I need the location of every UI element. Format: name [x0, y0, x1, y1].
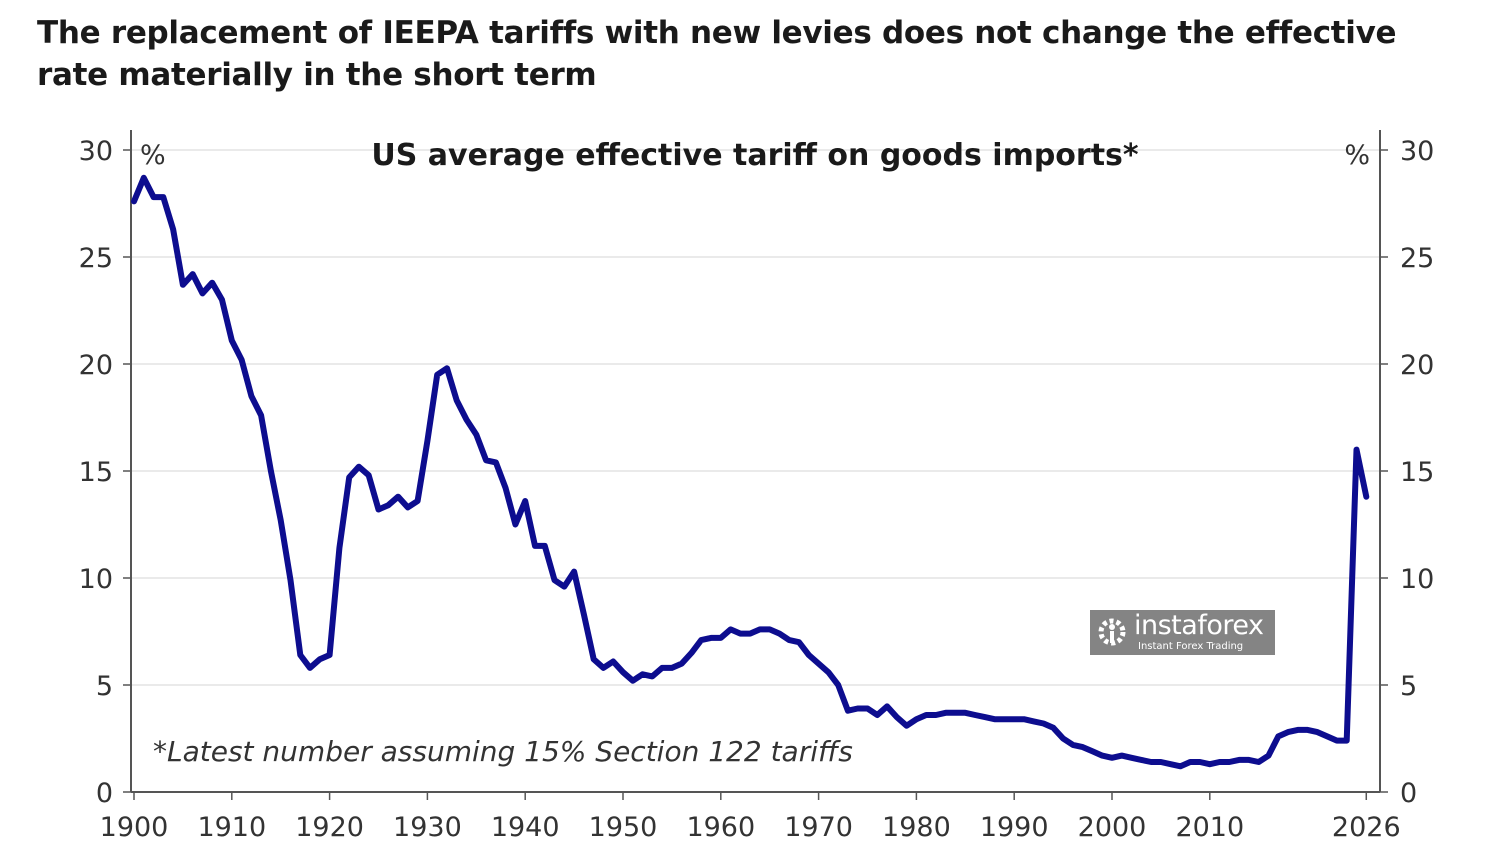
tick-labels: 0 0 5 5 10 10 15 15 20 20 25 25 30 30 1900 1910 1920 1930… [79, 136, 1435, 843]
chart-headline: The replacement of IEEPA tariffs with ne… [37, 15, 1397, 93]
left-y-tick-label: 20 [79, 350, 113, 381]
watermark-brand: instaforex [1134, 610, 1264, 641]
right-y-tick-label: 20 [1400, 350, 1434, 381]
x-tick-label: 2026 [1332, 812, 1401, 843]
left-y-tick-label: 5 [96, 671, 113, 702]
x-tick-label: 1980 [882, 812, 951, 843]
x-tick-label: 2010 [1175, 812, 1244, 843]
gear-logo-icon [1098, 618, 1126, 646]
x-tick-label: 1930 [393, 812, 462, 843]
x-tick-label: 1990 [980, 812, 1049, 843]
x-tick-label: 1950 [589, 812, 658, 843]
right-y-tick-label: 5 [1400, 671, 1417, 702]
axes [123, 130, 1388, 800]
x-tick-label: 1940 [491, 812, 560, 843]
watermark: instaforex Instant Forex Trading [1090, 610, 1275, 655]
left-y-tick-label: 15 [79, 457, 113, 488]
right-y-tick-label: 25 [1400, 243, 1434, 274]
watermark-tagline: Instant Forex Trading [1138, 641, 1244, 652]
right-y-tick-label: 30 [1400, 136, 1434, 167]
x-tick-label: 1960 [686, 812, 755, 843]
gridlines [131, 149, 1380, 686]
right-axis-unit: % [1344, 140, 1370, 171]
footnote-annotation: *Latest number assuming 15% Section 122 … [153, 735, 853, 768]
right-y-tick-label: 0 [1400, 778, 1417, 809]
left-y-tick-label: 10 [79, 564, 113, 595]
series-line [131, 174, 1370, 770]
x-tick-label: 1920 [295, 812, 364, 843]
left-y-tick-label: 30 [79, 136, 113, 167]
left-axis-unit: % [140, 140, 166, 171]
left-y-tick-label: 25 [79, 243, 113, 274]
right-y-tick-label: 15 [1400, 457, 1434, 488]
x-tick-label: 2000 [1078, 812, 1147, 843]
x-tick-label: 1970 [784, 812, 853, 843]
chart-title: US average effective tariff on goods imp… [371, 138, 1139, 173]
x-tick-label: 1900 [100, 812, 169, 843]
x-tick-label: 1910 [197, 812, 266, 843]
left-y-tick-label: 0 [96, 778, 113, 809]
right-y-tick-label: 10 [1400, 564, 1434, 595]
